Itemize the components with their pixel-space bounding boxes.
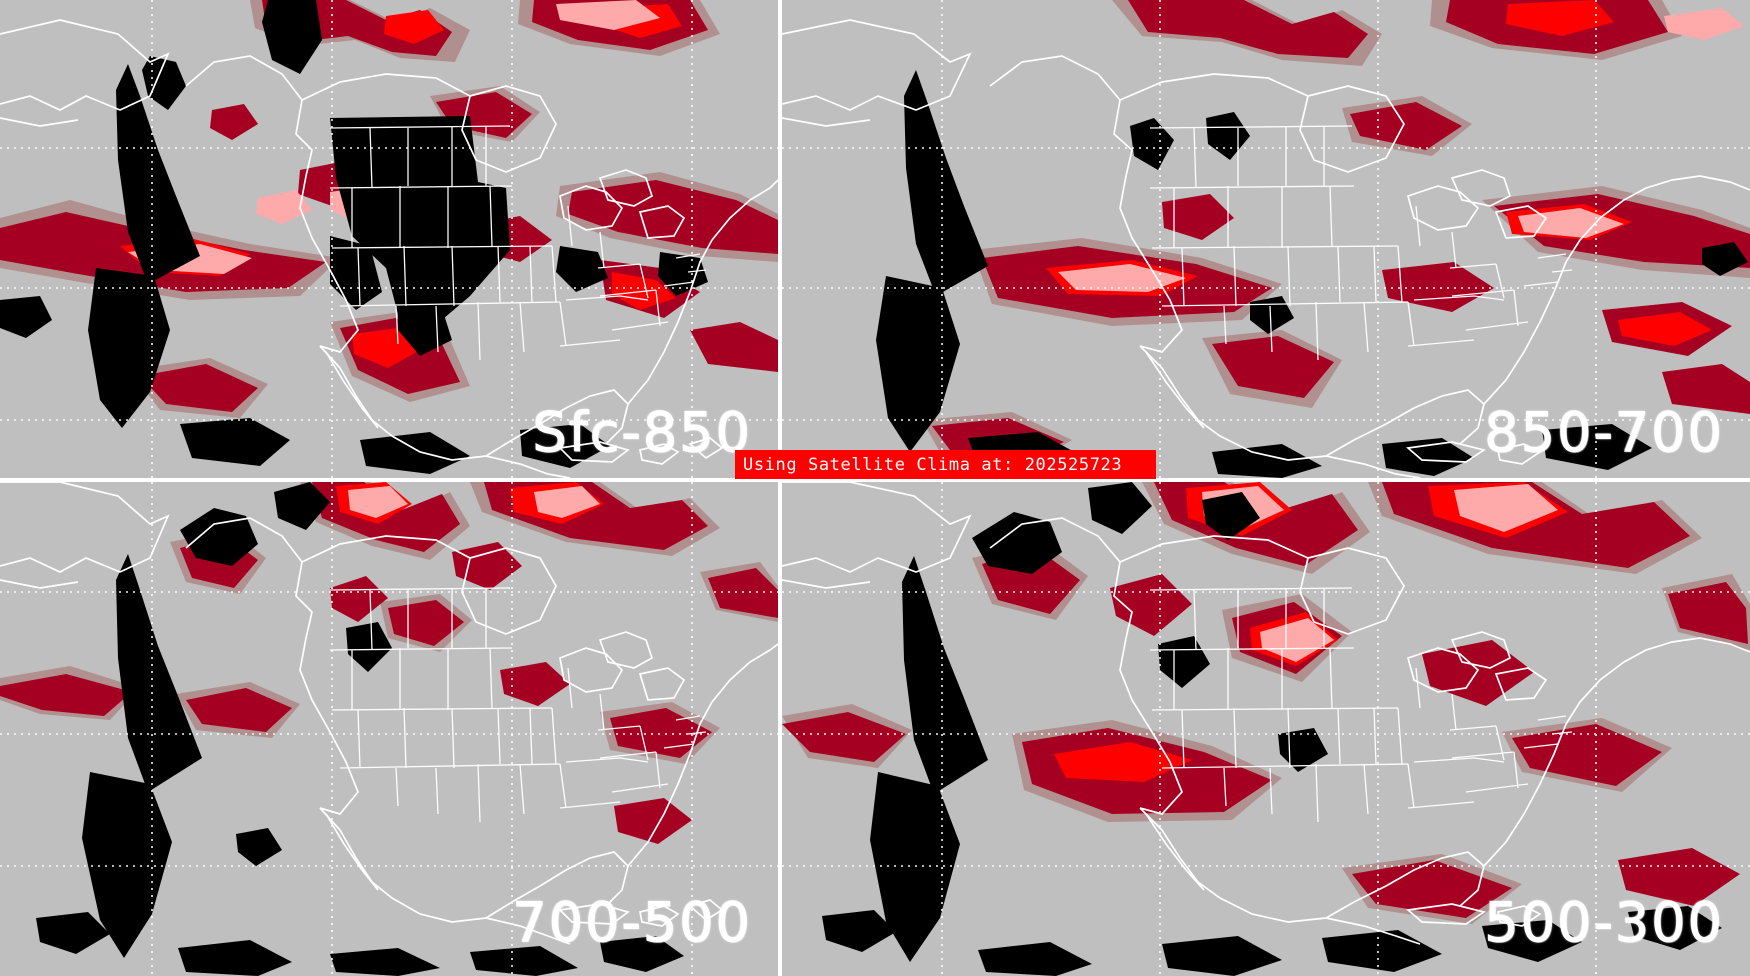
map-panel-700-500[interactable]: 700-500 — [0, 482, 778, 976]
panel-divider-horizontal — [0, 478, 1750, 482]
map-artwork-500-300 — [782, 482, 1750, 976]
status-banner-text: Using Satellite Clima at: 202525723 — [743, 454, 1123, 475]
status-banner: Using Satellite Clima at: 202525723 — [735, 450, 1156, 479]
map-panel-850-700[interactable]: 850-700 — [782, 0, 1750, 478]
panel-divider-vertical — [778, 0, 782, 976]
map-artwork-700-500 — [0, 482, 778, 976]
map-panel-500-300[interactable]: 500-300 — [782, 482, 1750, 976]
map-artwork-sfc-850 — [0, 0, 778, 478]
map-artwork-850-700 — [782, 0, 1750, 478]
map-panel-sfc-850[interactable]: Sfc-850 — [0, 0, 778, 478]
